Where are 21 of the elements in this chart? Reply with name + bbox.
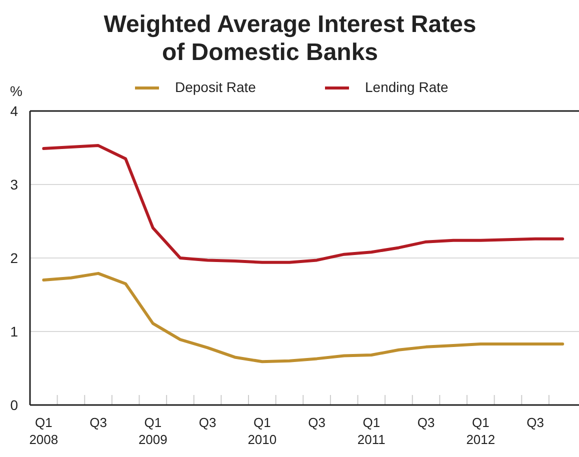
x-tick-label: Q1 2011 (357, 415, 386, 447)
y-tick-label: 0 (10, 397, 18, 413)
x-tick-label: Q3 (308, 415, 326, 430)
x-tick-label: Q3 (526, 415, 544, 430)
legend-label: Deposit Rate (175, 79, 256, 95)
y-tick-label: 3 (10, 176, 18, 192)
y-tick-label: 2 (10, 250, 18, 266)
x-tick-label: Q3 (90, 415, 107, 430)
x-tick-label: Q1 2010 (248, 415, 277, 447)
x-tick-label: Q1 2008 (29, 415, 58, 447)
line-series (42, 144, 564, 264)
x-tick-label: Q1 2009 (138, 415, 168, 447)
x-tick-label: Q3 (417, 415, 435, 430)
chart-title: Weighted Average Interest Rates of Domestic Banks (104, 11, 476, 66)
y-tick-label: 4 (10, 103, 18, 119)
line-series (42, 272, 564, 364)
y-tick-label: 1 (10, 324, 18, 340)
legend-label: Lending Rate (365, 79, 449, 95)
x-tick-label: Q1 2012 (466, 415, 496, 447)
x-tick-label: Q3 (198, 415, 216, 430)
y-axis-title: % (10, 83, 22, 99)
